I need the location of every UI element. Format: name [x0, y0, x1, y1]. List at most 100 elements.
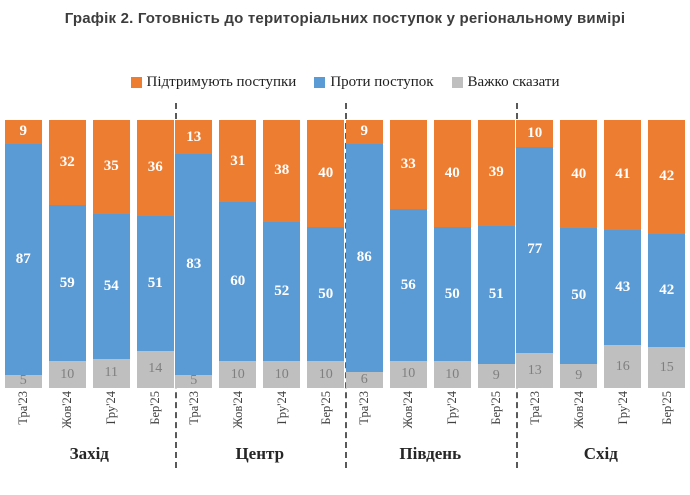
bar-segment: 40: [560, 120, 598, 229]
value-label: 5: [19, 373, 27, 389]
value-label: 38: [274, 162, 290, 179]
value-label: 42: [659, 282, 675, 299]
bars-row: 9 86 6 Тра'23 33 56 10 Жов'24 40 50 10 Гру'24 39 51 9 Б…: [345, 120, 516, 444]
bar-segment: 51: [477, 225, 515, 364]
stacked-bar: 32 59 10: [48, 120, 86, 388]
axis-tick-label: Гру'24: [434, 388, 471, 444]
tick-text: Жов'24: [60, 391, 74, 429]
value-label: 10: [60, 366, 75, 382]
bar-segment: 40: [433, 120, 471, 228]
bar-segment: 42: [648, 233, 686, 348]
bar-segment: 50: [560, 228, 598, 364]
value-label: 36: [147, 159, 163, 176]
value-label: 9: [492, 367, 500, 383]
bar-segment: 32: [48, 120, 86, 205]
value-label: 11: [104, 365, 118, 381]
bar-segment: 9: [560, 363, 598, 388]
bar-column: 35 54 11 Гру'24: [92, 120, 130, 444]
value-label: 56: [400, 276, 416, 293]
bar-segment: 13: [175, 120, 213, 155]
value-label: 51: [147, 274, 163, 291]
value-label: 52: [274, 283, 290, 299]
region-group: 10 77 13 Тра'23 40 50 9 Жов'24 41 43 16 Гру'24 42 42 1…: [516, 120, 687, 468]
legend: Підтримують поступки Проти поступок Важко …: [0, 74, 690, 91]
region-label: Південь: [399, 444, 462, 463]
legend-label: Важко сказати: [467, 74, 560, 90]
value-label: 15: [659, 359, 674, 375]
tick-text: Гру'24: [274, 391, 289, 425]
bar-segment: 10: [307, 361, 345, 388]
stacked-bar: 35 54 11: [92, 120, 130, 388]
legend-item: Важко сказати: [451, 74, 560, 91]
bar-column: 39 51 9 Бер'25: [477, 120, 515, 444]
value-label: 10: [401, 366, 416, 382]
bar-segment: 39: [477, 120, 515, 226]
bar-segment: 9: [477, 363, 515, 388]
tick-text: Тра'23: [357, 391, 371, 425]
value-label: 59: [59, 274, 75, 291]
stacked-bar: 9 87 5: [4, 120, 42, 389]
bar-column: 41 43 16 Гру'24: [604, 120, 642, 444]
bar-segment: 83: [175, 154, 213, 375]
bar-column: 40 50 10 Гру'24: [433, 120, 471, 444]
stacked-bar: 9 86 6: [345, 120, 383, 388]
region-group: 9 86 6 Тра'23 33 56 10 Жов'24 40 50 10 Гру'24 39 51 9 Б…: [345, 120, 516, 468]
stacked-bar: 42 42 15: [648, 120, 686, 388]
bar-segment: 50: [307, 227, 345, 362]
axis-tick-label: Жов'24: [219, 388, 256, 444]
bar-segment: 41: [604, 120, 642, 230]
value-label: 50: [444, 285, 460, 302]
bar-segment: 13: [516, 353, 554, 388]
bar-segment: 9: [4, 120, 42, 144]
legend-item: Підтримують поступки: [130, 74, 296, 91]
axis-tick-label: Тра'23: [175, 388, 212, 444]
bar-segment: 6: [345, 372, 383, 388]
stacked-bar: 31 60 10: [219, 120, 257, 388]
axis-tick-label: Жов'24: [49, 388, 86, 444]
tick-text: Гру'24: [104, 391, 118, 425]
bar-segment: 11: [92, 358, 130, 388]
stacked-bar: 13 83 5: [175, 120, 213, 388]
value-label: 51: [488, 286, 504, 303]
value-label: 10: [318, 366, 333, 382]
tick-text: Гру'24: [615, 391, 630, 425]
bar-segment: 42: [648, 120, 686, 234]
stacked-bar: 10 77 13: [516, 120, 554, 388]
value-label: 10: [527, 124, 543, 141]
value-label: 16: [615, 358, 630, 374]
value-label: 43: [615, 278, 631, 295]
value-label: 35: [103, 158, 119, 175]
tick-text: Тра'23: [186, 391, 201, 425]
bar-segment: 38: [263, 120, 301, 222]
bar-segment: 10: [516, 120, 554, 147]
value-label: 86: [356, 249, 372, 266]
value-label: 9: [575, 367, 583, 383]
tick-text: Бер'25: [659, 391, 674, 425]
axis-tick-label: Тра'23: [5, 388, 42, 444]
region-group: 13 83 5 Тра'23 31 60 10 Жов'24 38 52 10 Гру'24 40 50 1…: [175, 120, 346, 468]
value-label: 40: [571, 165, 587, 182]
region-label: Центр: [235, 444, 285, 463]
value-label: 13: [527, 362, 542, 378]
axis-tick-label: Бер'25: [478, 388, 515, 444]
chart-title: Графік 2. Готовність до територіальних п…: [64, 10, 626, 27]
axis-tick-label: Бер'25: [648, 388, 685, 444]
bar-segment: 86: [345, 143, 383, 373]
value-label: 33: [400, 156, 416, 173]
value-label: 40: [318, 165, 334, 182]
bar-column: 33 56 10 Жов'24: [389, 120, 427, 444]
bar-segment: 10: [389, 360, 427, 388]
bar-column: 9 86 6 Тра'23: [345, 120, 383, 444]
bars-row: 10 77 13 Тра'23 40 50 9 Жов'24 41 43 16 Гру'24 42 42 1…: [516, 120, 687, 444]
value-label: 13: [186, 128, 202, 145]
stacked-bar: 36 51 14: [136, 120, 174, 388]
bar-column: 13 83 5 Тра'23: [175, 120, 213, 444]
value-label: 10: [230, 366, 245, 382]
bar-column: 9 87 5 Тра'23: [4, 120, 42, 444]
stacked-bar: 40 50 9: [560, 120, 598, 388]
bar-segment: 40: [307, 120, 345, 228]
bar-segment: 10: [48, 361, 86, 388]
value-label: 32: [59, 153, 75, 170]
value-label: 50: [571, 287, 587, 304]
bar-column: 31 60 10 Жов'24: [219, 120, 257, 444]
